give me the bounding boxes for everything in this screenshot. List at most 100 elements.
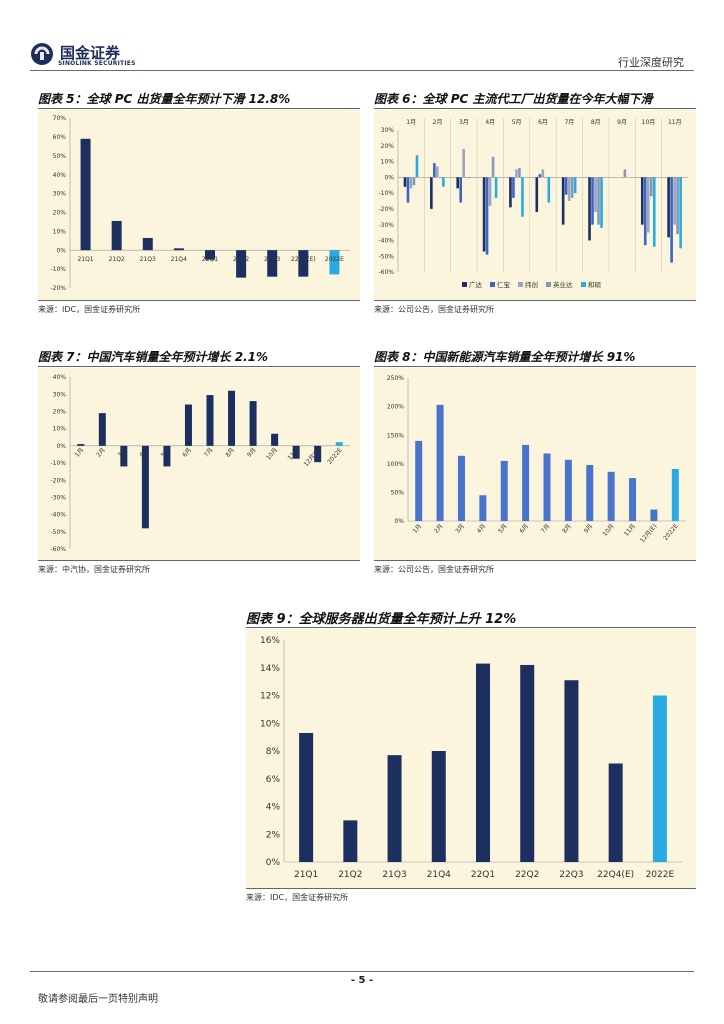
fig5-chart-panel: 70% 60% 50% 40% 30% 20% 10% 0% -10% -20% 21Q1 21Q2 2… xyxy=(38,110,360,300)
fig8-bottom-rule xyxy=(374,560,696,561)
fig6-bar xyxy=(494,177,498,198)
fig5-ytick-label: 10% xyxy=(53,228,67,235)
logo-mark-icon xyxy=(31,43,53,65)
fig9-bar xyxy=(564,680,579,862)
fig6-ytick-label: -40% xyxy=(378,238,394,245)
fig9-ytick-label: 2% xyxy=(266,830,281,840)
fig6-bar xyxy=(509,177,512,208)
fig7-ytick-label: -40% xyxy=(50,512,66,519)
fig9-bar xyxy=(476,663,490,862)
fig5-x-label: 21Q2 xyxy=(109,256,125,263)
fig8-x-label: 12月(E) xyxy=(639,523,659,544)
fig6-ytick-label: 10% xyxy=(381,159,395,166)
fig7-ytick-label: 40% xyxy=(53,374,67,381)
fig9-x-label: 21Q2 xyxy=(338,870,362,880)
fig9-x-label: 22Q1 xyxy=(471,870,495,880)
fig5-bottom-rule xyxy=(38,300,360,301)
page-number: - 5 - xyxy=(350,975,374,986)
fig7-ytick-label: -10% xyxy=(50,460,66,467)
fig6-bar xyxy=(570,177,574,198)
fig6-x-label: 11月 xyxy=(668,119,682,126)
fig9-bar xyxy=(299,732,314,862)
fig6-legend-swatch xyxy=(462,282,467,287)
fig6-x-label: 5月 xyxy=(512,119,522,126)
fig7-bar xyxy=(228,390,236,446)
fig6-bar xyxy=(679,177,682,249)
fig9-x-label: 21Q4 xyxy=(427,870,452,880)
fig8-x-label: 11月 xyxy=(623,523,637,538)
fig9-x-label: 22Q2 xyxy=(515,870,539,880)
fig6-ytick-label: -20% xyxy=(378,206,394,213)
fig6-ytick-label: -10% xyxy=(378,190,394,197)
fig7-x-label: 7月 xyxy=(203,447,215,459)
fig5-x-label: 2022E xyxy=(325,256,344,263)
fig9-chart-panel: 16% 14% 12% 10% 8% 6% 4% 2% 0% 21Q1 21Q2 21Q3 21Q4 22… xyxy=(246,629,696,888)
footer-divider xyxy=(30,971,694,972)
fig6-bar xyxy=(415,155,419,178)
fig7-x-label: 1月 xyxy=(74,447,86,459)
fig8-title: 图表 8：中国新能源汽车销量全年预计增长 91% xyxy=(374,350,636,364)
fig5-x-label: 22Q3 xyxy=(264,256,280,263)
fig7-ytick-label: -30% xyxy=(50,495,66,502)
fig9-bar xyxy=(652,695,667,862)
fig8-x-label: 7月 xyxy=(540,523,552,535)
fig6-ytick-label: -50% xyxy=(378,253,394,260)
fig6-bar xyxy=(670,177,673,263)
fig7-source: 来源：中汽协，国金证券研究所 xyxy=(38,565,150,574)
fig7-chart-panel: 40% 30% 20% 10% 0% -10% -20% -30% -40% -50% -60% 1月… xyxy=(38,368,360,560)
fig7-x-label: 4月 xyxy=(138,447,150,459)
fig6-bar xyxy=(512,177,515,198)
fig6-bar xyxy=(591,177,594,225)
fig6-bottom-rule xyxy=(374,300,696,301)
fig6-legend-label: 纬创 xyxy=(525,280,538,289)
fig6-bar xyxy=(652,177,656,247)
fig5-ytick-label: -10% xyxy=(50,266,66,273)
fig7-ytick-label: 20% xyxy=(53,409,67,416)
fig6-x-label: 1月 xyxy=(406,119,416,126)
fig8-bar xyxy=(522,444,530,521)
fig8-x-label: 6月 xyxy=(518,523,530,535)
fig7-bar xyxy=(184,404,192,446)
fig8-ytick-label: 250% xyxy=(387,375,404,382)
fig5-title: 图表 5：全球 PC 出货量全年预计下滑 12.8% xyxy=(38,92,291,106)
fig7-ytick-label: 10% xyxy=(53,426,67,433)
fig6-bar xyxy=(430,177,433,209)
fig7-x-label: 3月 xyxy=(117,447,129,459)
fig8-bar xyxy=(650,509,658,521)
fig7-bar xyxy=(206,395,214,446)
fig5-x-label: 22Q1 xyxy=(202,256,218,263)
fig5-ytick-label: 50% xyxy=(53,153,67,160)
fig7-x-label: 8月 xyxy=(224,447,236,459)
fig9-ytick-label: 4% xyxy=(266,803,281,813)
fig6-bar xyxy=(518,167,521,178)
fig5-x-label: 21Q3 xyxy=(140,256,156,263)
fig6-legend-swatch xyxy=(581,282,586,287)
fig6-bar xyxy=(667,177,670,238)
fig6-bar xyxy=(465,177,469,178)
fig6-ytick-label: 0% xyxy=(384,174,394,181)
fig7-x-label: 6月 xyxy=(181,447,193,459)
fig7-bar xyxy=(249,401,257,446)
fig9-x-label: 22Q4(E) xyxy=(597,870,634,880)
fig9-x-label: 2022E xyxy=(646,870,675,880)
fig5-bar xyxy=(111,220,122,251)
fig7-bar xyxy=(98,413,106,446)
fig7-x-label: 2月 xyxy=(95,447,107,459)
fig6-bar xyxy=(623,169,627,178)
fig9-ytick-label: 6% xyxy=(266,775,281,785)
fig6-bar xyxy=(594,177,597,213)
fig9-x-label: 21Q1 xyxy=(294,870,318,880)
fig6-bar xyxy=(541,169,545,178)
fig7-ytick-label: 0% xyxy=(56,443,66,450)
fig6-ytick-label: -60% xyxy=(378,269,394,276)
fig6-bar xyxy=(485,177,489,255)
fig6-bar xyxy=(573,177,577,194)
fig6-ytick-label: -30% xyxy=(378,222,394,229)
fig6-legend-label: 英业达 xyxy=(553,280,573,289)
disclaimer-note: 敬请参阅最后一页特别声明 xyxy=(38,994,158,1005)
fig7-bar xyxy=(141,445,149,529)
fig6-bar xyxy=(640,177,644,225)
fig5-ytick-label: 0% xyxy=(56,247,66,254)
fig6-bar xyxy=(468,177,472,178)
fig6-ytick-label: 30% xyxy=(381,127,395,134)
